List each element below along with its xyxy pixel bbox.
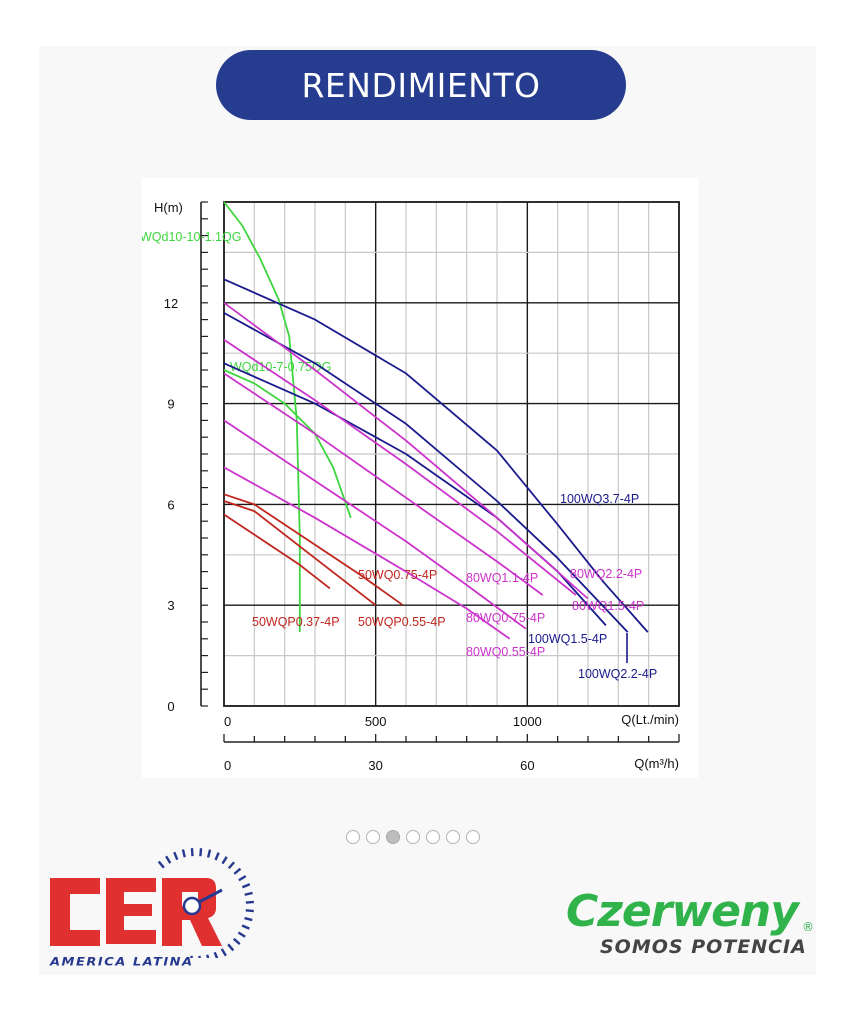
curve-label: 80WQ1.1-4P: [466, 571, 538, 585]
x2-axis-label: Q(m³/h): [634, 756, 679, 771]
curve-80wq2-2-4p: [223, 302, 589, 600]
x2-tick-label: 0: [224, 758, 231, 773]
gauge-ticks-icon: [157, 848, 254, 964]
y-axis-label: H(m): [154, 200, 183, 215]
curve-80wq0-75-4p: [223, 419, 527, 630]
y-tick-label: 6: [167, 497, 174, 512]
performance-chart: 0 3 6 9 12 H(m) 0 500 1000 Q(Lt./min) 0 30 60 Q(m³/h)…: [142, 178, 698, 778]
curve-label: 100WQ1.5-4P: [528, 632, 607, 646]
carousel-dot-1[interactable]: [346, 830, 360, 844]
y-tick-label: 3: [167, 598, 174, 613]
curve-label: WQd10-10-1.1QG: [142, 230, 241, 244]
curve-label: 50WQ0.75-4P: [358, 568, 437, 582]
curve-label: 80WQ0.55-4P: [466, 645, 545, 659]
registered-mark: ®: [802, 920, 814, 934]
carousel-dot-2[interactable]: [366, 830, 380, 844]
carousel-pagination: [346, 830, 480, 844]
czerweny-logo: Czerweny ® SOMOS POTENCIA: [566, 888, 818, 968]
y-tick-label: 0: [167, 699, 174, 714]
curve-label: 50WQP0.37-4P: [252, 615, 340, 629]
x2-tick-label: 30: [368, 758, 382, 773]
curve-label: 50WQP0.55-4P: [358, 615, 446, 629]
curve-label: 80WQ0.75-4P: [466, 611, 545, 625]
y-tick-label: 12: [164, 296, 178, 311]
x-axis: 0 500 1000 Q(Lt./min) 0 30 60 Q(m³/h): [223, 712, 680, 773]
grid: [224, 202, 679, 706]
y-axis: 0 3 6 9 12 H(m): [154, 200, 208, 714]
curve-100wq1-5-4p: [223, 362, 607, 627]
curve-50wq0-75-4p: [223, 493, 404, 606]
curve-label: 80WQ1.5-4P: [572, 599, 644, 613]
czerweny-wordmark: Czerweny: [566, 886, 799, 937]
carousel-dot-3[interactable]: [386, 830, 400, 844]
curve-label: 100WQ3.7-4P: [560, 492, 639, 506]
y-tick-label: 9: [167, 397, 174, 412]
x-axis-label: Q(Lt./min): [621, 712, 679, 727]
curve-80wq1-1-4p: [223, 372, 544, 596]
curve-label: 80WQ2.2-4P: [570, 567, 642, 581]
cer-logo-subtitle: AMERICA LATINA: [50, 956, 194, 969]
curve-wqd10-7-0-75qg: [223, 369, 352, 519]
carousel-dot-6[interactable]: [446, 830, 460, 844]
curve-80wq0-55-4p: [223, 466, 511, 640]
curve-100wq3-7-4p: [223, 278, 649, 633]
curve-80wq1-5-4p: [223, 339, 577, 596]
series: WQd10-10-1.1QGWQd10-7-0.75QG100WQ3.7-4P1…: [142, 201, 657, 681]
title-banner: RENDIMIENTO: [216, 50, 626, 120]
czerweny-tagline: SOMOS POTENCIA: [600, 936, 807, 958]
curve-50wqp0-55-4p: [223, 500, 377, 606]
curve-100wq2-2-4p: [223, 312, 629, 633]
plot-frame: [223, 201, 680, 707]
curve-50wqp0-37-4p: [223, 513, 331, 590]
cer-logo: AMERICA LATINA: [46, 848, 266, 973]
carousel-dot-4[interactable]: [406, 830, 420, 844]
curve-label: 100WQ2.2-4P: [578, 667, 657, 681]
x-tick-label: 0: [224, 714, 231, 729]
x-tick-label: 500: [365, 714, 387, 729]
cer-logo-mark: [50, 848, 254, 964]
carousel-dot-7[interactable]: [466, 830, 480, 844]
page-title: RENDIMIENTO: [301, 65, 541, 105]
performance-chart-svg: 0 3 6 9 12 H(m) 0 500 1000 Q(Lt./min) 0 30 60 Q(m³/h)…: [142, 200, 680, 773]
x-tick-label: 1000: [513, 714, 542, 729]
x2-tick-label: 60: [520, 758, 534, 773]
curve-wqd10-10-1-1qg: [223, 201, 301, 633]
carousel-dot-5[interactable]: [426, 830, 440, 844]
